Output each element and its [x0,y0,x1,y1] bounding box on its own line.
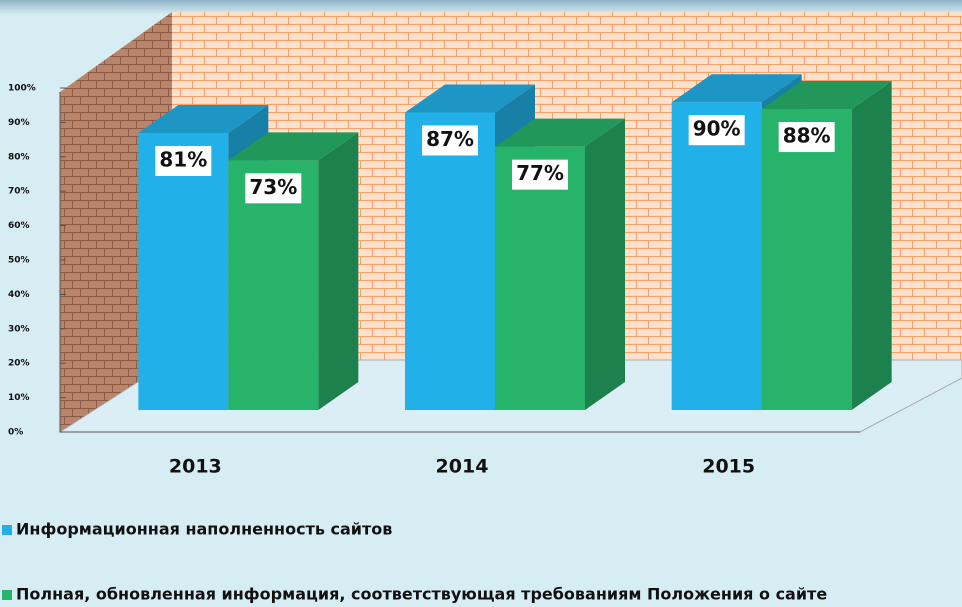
top-band [0,0,962,14]
y-tick-label: 20% [8,359,30,369]
y-tick-label: 50% [8,256,30,266]
label-box [688,115,745,146]
legend-swatch [2,590,12,600]
label-box [512,159,568,190]
y-tick-label: 80% [8,152,30,162]
bar-side [585,118,625,410]
bar-side [318,132,359,410]
bar [761,109,852,410]
y-tick-label: 0% [8,428,23,438]
legend-swatch [2,525,12,535]
data-label: 90% [693,117,741,141]
bar [138,132,229,411]
data-label: 81% [159,147,207,171]
data-label: 73% [249,175,297,199]
bar-top [138,104,269,133]
bar [671,102,762,410]
y-tick-label: 30% [8,324,30,334]
bar [405,112,495,411]
bar-side [851,81,892,410]
bar [495,146,585,410]
bar-top [495,118,625,147]
x-tick-label: 2014 [436,456,489,478]
bar-top [671,74,802,103]
legend-label: Информационная наполненность сайтов [16,520,392,539]
label-box [155,145,212,176]
y-tick-label: 40% [8,290,30,300]
data-label: 77% [516,161,564,185]
data-label: 88% [783,124,831,148]
y-tick-label: 90% [8,118,30,128]
label-box [245,173,302,204]
label-box [778,122,835,153]
x-tick-label: 2015 [702,456,755,478]
y-tick-label: 10% [8,393,30,403]
y-tick-label: 100% [8,84,36,94]
bar-top [405,84,535,113]
label-box [422,125,478,156]
y-tick-label: 60% [8,221,30,231]
bar-top [228,132,359,161]
legend-label: Полная, обновленная информация, соответс… [16,585,827,604]
y-tick-label: 70% [8,187,30,197]
x-tick-label: 2013 [169,456,222,478]
data-label: 87% [426,127,474,151]
bar-top [761,81,892,110]
